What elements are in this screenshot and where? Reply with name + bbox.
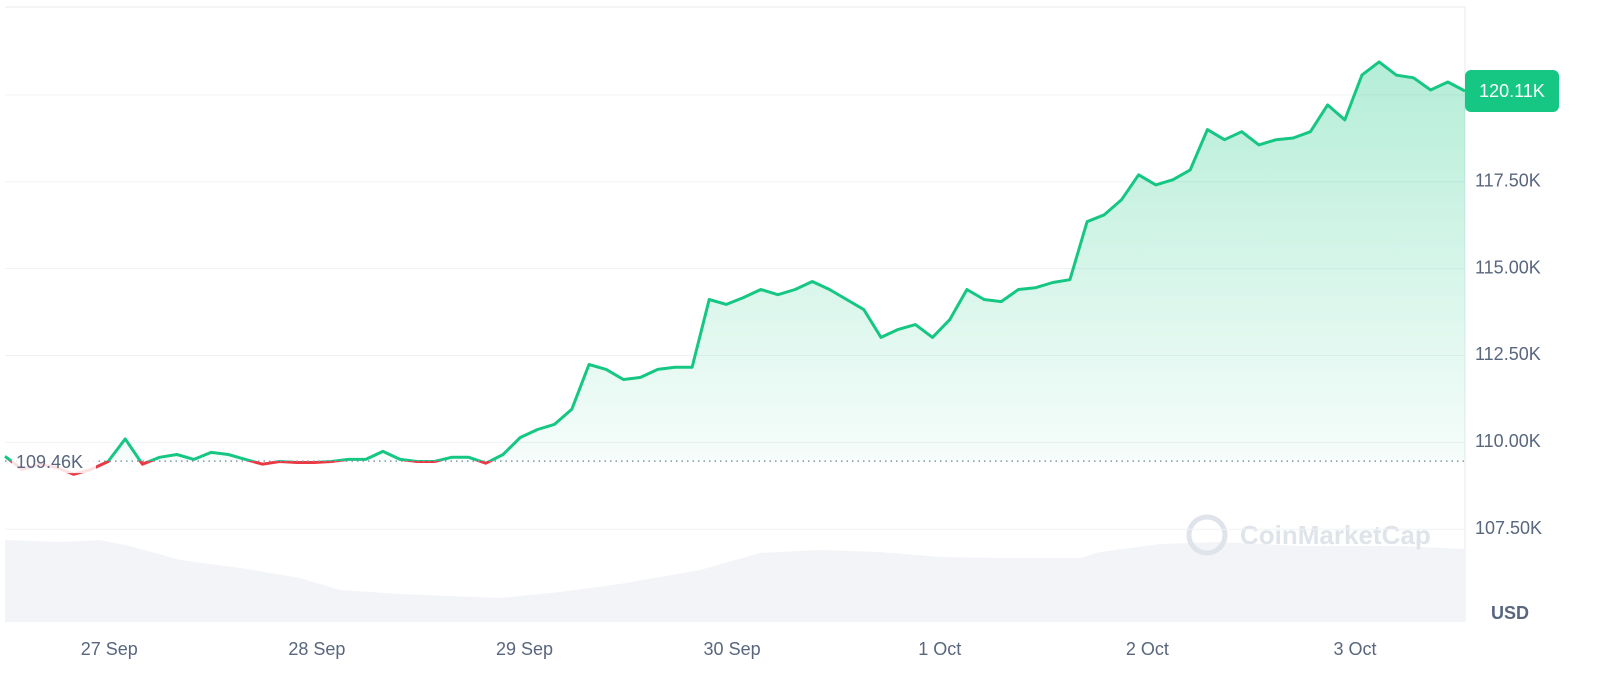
y-tick-label: 112.50K xyxy=(1475,344,1541,364)
baseline-label: 109.46K xyxy=(16,452,83,472)
watermark-group: CoinMarketCap xyxy=(1186,514,1431,556)
y-tick-label: 110.00K xyxy=(1475,431,1541,451)
volume-area xyxy=(5,540,1465,622)
x-tick-label: 29 Sep xyxy=(496,639,553,659)
price-area xyxy=(5,61,1465,462)
y-tick-label: 115.00K xyxy=(1475,257,1541,277)
x-tick-label: 27 Sep xyxy=(81,639,138,659)
price-line xyxy=(4,60,1466,476)
x-tick-label: 30 Sep xyxy=(704,639,761,659)
watermark: CoinMarketCap xyxy=(1240,520,1431,550)
y-tick-label: 107.50K xyxy=(1475,518,1542,538)
watermark-logo xyxy=(1186,514,1228,556)
x-tick-label: 3 Oct xyxy=(1333,639,1376,659)
x-tick-label: 28 Sep xyxy=(288,639,345,659)
currency-label: USD xyxy=(1491,603,1529,623)
y-tick-label: 117.50K xyxy=(1475,170,1541,190)
x-tick-label: 1 Oct xyxy=(918,639,961,659)
current-price-badge xyxy=(1465,70,1559,113)
baseline-label-bg xyxy=(12,449,96,474)
x-tick-label: 2 Oct xyxy=(1126,639,1169,659)
current-price-label: 120.11K xyxy=(1479,81,1545,101)
